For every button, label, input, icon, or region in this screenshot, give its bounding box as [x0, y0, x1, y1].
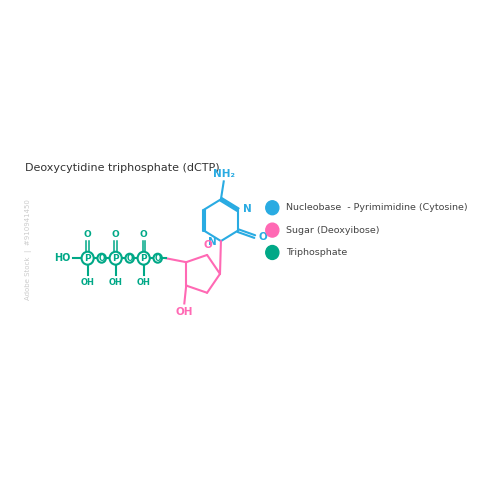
Text: OH: OH — [108, 278, 122, 287]
Circle shape — [98, 254, 106, 262]
Text: P: P — [112, 254, 119, 262]
Circle shape — [266, 201, 279, 214]
Text: O: O — [259, 232, 268, 241]
Text: O: O — [126, 254, 133, 262]
Text: OH: OH — [176, 307, 193, 317]
Circle shape — [126, 254, 134, 262]
Circle shape — [266, 246, 279, 260]
Text: O: O — [98, 254, 105, 262]
Text: P: P — [84, 254, 91, 262]
Text: N: N — [242, 204, 252, 214]
Circle shape — [266, 223, 279, 237]
Text: HO: HO — [54, 253, 70, 263]
Text: Deoxycytidine triphosphate (dCTP): Deoxycytidine triphosphate (dCTP) — [24, 163, 220, 173]
Text: Triphosphate: Triphosphate — [286, 248, 347, 257]
Text: O: O — [154, 254, 161, 262]
Text: Adobe Stock  |  #910941450: Adobe Stock | #910941450 — [24, 200, 32, 300]
Text: OH: OH — [80, 278, 94, 287]
Circle shape — [110, 252, 122, 264]
Text: OH: OH — [137, 278, 150, 287]
Circle shape — [82, 252, 94, 264]
Text: Sugar (Deoxyibose): Sugar (Deoxyibose) — [286, 226, 380, 234]
Circle shape — [138, 252, 150, 264]
Text: Nucleobase  - Pyrimimidine (Cytosine): Nucleobase - Pyrimimidine (Cytosine) — [286, 203, 468, 212]
Text: O: O — [84, 230, 92, 239]
Text: O: O — [140, 230, 147, 239]
Text: O: O — [204, 240, 212, 250]
Text: N: N — [208, 237, 217, 247]
Text: NH₂: NH₂ — [212, 169, 234, 179]
Text: P: P — [140, 254, 147, 262]
Circle shape — [154, 254, 162, 262]
Text: O: O — [112, 230, 120, 239]
